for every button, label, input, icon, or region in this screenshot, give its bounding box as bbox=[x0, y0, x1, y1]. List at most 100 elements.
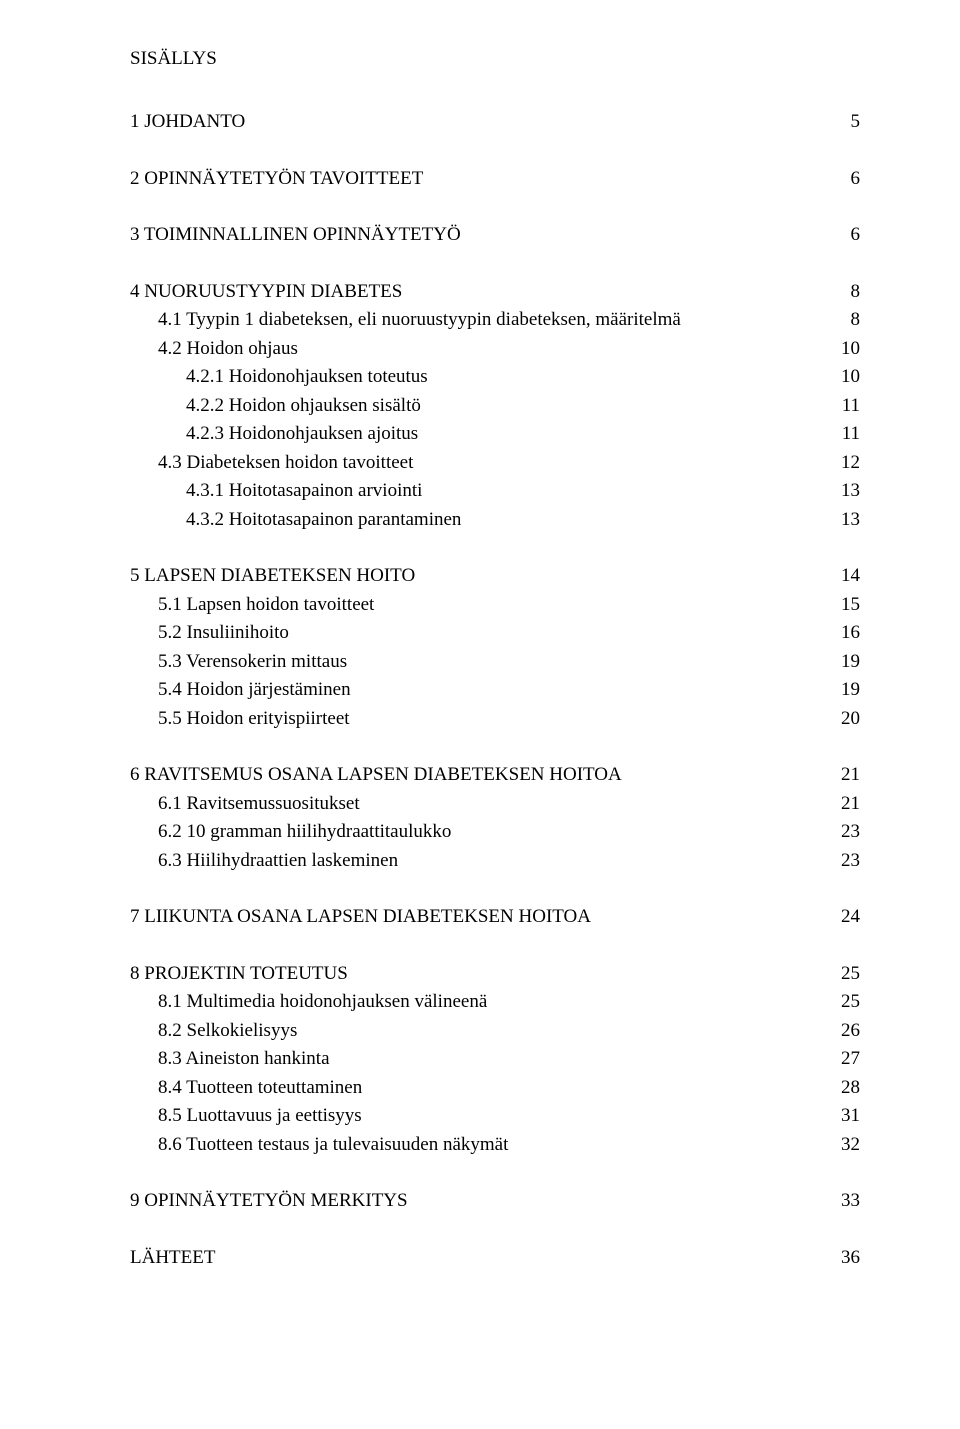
toc-label: 4.2.1 Hoidonohjauksen toteutus bbox=[130, 363, 820, 392]
toc-label: 5.3 Verensokerin mittaus bbox=[130, 648, 820, 677]
toc-label: 6.2 10 gramman hiilihydraattitaulukko bbox=[130, 818, 820, 847]
toc-line: 4.2 Hoidon ohjaus10 bbox=[130, 335, 860, 364]
toc-page-number: 13 bbox=[820, 506, 860, 535]
toc-label: 8.2 Selkokielisyys bbox=[130, 1017, 820, 1046]
toc-label: 6.1 Ravitsemussuositukset bbox=[130, 790, 820, 819]
toc-page-number: 19 bbox=[820, 648, 860, 677]
toc-label: 8.5 Luottavuus ja eettisyys bbox=[130, 1102, 820, 1131]
toc-label: 5 LAPSEN DIABETEKSEN HOITO bbox=[130, 562, 820, 591]
toc-label: 4.3.2 Hoitotasapainon parantaminen bbox=[130, 506, 820, 535]
toc-line: 9 OPINNÄYTETYÖN MERKITYS33 bbox=[130, 1187, 860, 1216]
toc-label: 8.4 Tuotteen toteuttaminen bbox=[130, 1074, 820, 1103]
toc-gap bbox=[130, 733, 860, 761]
toc-page-number: 33 bbox=[820, 1187, 860, 1216]
toc-line: 4 NUORUUSTYYPIN DIABETES8 bbox=[130, 278, 860, 307]
toc-label: LÄHTEET bbox=[130, 1244, 820, 1273]
toc-gap bbox=[130, 1216, 860, 1244]
toc-label: 5.5 Hoidon erityispiirteet bbox=[130, 705, 820, 734]
toc-title: SISÄLLYS bbox=[130, 48, 860, 70]
toc-label: 1 JOHDANTO bbox=[130, 108, 820, 137]
toc-line: 6 RAVITSEMUS OSANA LAPSEN DIABETEKSEN HO… bbox=[130, 761, 860, 790]
toc-gap bbox=[130, 932, 860, 960]
toc-line: 8.3 Aineiston hankinta27 bbox=[130, 1045, 860, 1074]
toc-container: 1 JOHDANTO5 2 OPINNÄYTETYÖN TAVOITTEET6 3 … bbox=[130, 108, 860, 1272]
toc-page-number: 25 bbox=[820, 960, 860, 989]
toc-line: 8.1 Multimedia hoidonohjauksen välineenä… bbox=[130, 988, 860, 1017]
toc-label: 4.2.2 Hoidon ohjauksen sisältö bbox=[130, 392, 820, 421]
toc-page-number: 28 bbox=[820, 1074, 860, 1103]
toc-label: 6.3 Hiilihydraattien laskeminen bbox=[130, 847, 820, 876]
toc-line: 8.5 Luottavuus ja eettisyys31 bbox=[130, 1102, 860, 1131]
toc-page-number: 10 bbox=[820, 363, 860, 392]
toc-page-number: 27 bbox=[820, 1045, 860, 1074]
toc-line: 5 LAPSEN DIABETEKSEN HOITO14 bbox=[130, 562, 860, 591]
toc-page-number: 36 bbox=[820, 1244, 860, 1273]
toc-label: 5.2 Insuliinihoito bbox=[130, 619, 820, 648]
toc-page-number: 16 bbox=[820, 619, 860, 648]
toc-label: 4.1 Tyypin 1 diabeteksen, eli nuoruustyy… bbox=[130, 306, 820, 335]
toc-label: 4.2.3 Hoidonohjauksen ajoitus bbox=[130, 420, 820, 449]
toc-label: 3 TOIMINNALLINEN OPINNÄYTETYÖ bbox=[130, 221, 820, 250]
document-page: SISÄLLYS 1 JOHDANTO5 2 OPINNÄYTETYÖN TAVO… bbox=[0, 0, 960, 1429]
toc-page-number: 23 bbox=[820, 818, 860, 847]
toc-page-number: 25 bbox=[820, 988, 860, 1017]
toc-label: 8.3 Aineiston hankinta bbox=[130, 1045, 820, 1074]
toc-line: 6.1 Ravitsemussuositukset21 bbox=[130, 790, 860, 819]
toc-label: 4.3 Diabeteksen hoidon tavoitteet bbox=[130, 449, 820, 478]
toc-label: 9 OPINNÄYTETYÖN MERKITYS bbox=[130, 1187, 820, 1216]
toc-page-number: 6 bbox=[820, 221, 860, 250]
toc-page-number: 14 bbox=[820, 562, 860, 591]
toc-line: 2 OPINNÄYTETYÖN TAVOITTEET6 bbox=[130, 165, 860, 194]
toc-gap bbox=[130, 875, 860, 903]
toc-line: 4.3.1 Hoitotasapainon arviointi13 bbox=[130, 477, 860, 506]
toc-line: 4.2.1 Hoidonohjauksen toteutus10 bbox=[130, 363, 860, 392]
toc-page-number: 21 bbox=[820, 790, 860, 819]
toc-page-number: 26 bbox=[820, 1017, 860, 1046]
toc-page-number: 13 bbox=[820, 477, 860, 506]
toc-gap bbox=[130, 137, 860, 165]
toc-line: 4.2.3 Hoidonohjauksen ajoitus11 bbox=[130, 420, 860, 449]
toc-label: 5.4 Hoidon järjestäminen bbox=[130, 676, 820, 705]
toc-label: 6 RAVITSEMUS OSANA LAPSEN DIABETEKSEN HO… bbox=[130, 761, 820, 790]
toc-page-number: 11 bbox=[820, 420, 860, 449]
toc-label: 8.6 Tuotteen testaus ja tulevaisuuden nä… bbox=[130, 1131, 820, 1160]
toc-page-number: 23 bbox=[820, 847, 860, 876]
toc-line: 8.4 Tuotteen toteuttaminen28 bbox=[130, 1074, 860, 1103]
toc-label: 4.2 Hoidon ohjaus bbox=[130, 335, 820, 364]
toc-line: 8.2 Selkokielisyys26 bbox=[130, 1017, 860, 1046]
toc-line: 5.3 Verensokerin mittaus19 bbox=[130, 648, 860, 677]
toc-gap bbox=[130, 1159, 860, 1187]
toc-page-number: 24 bbox=[820, 903, 860, 932]
toc-line: 8.6 Tuotteen testaus ja tulevaisuuden nä… bbox=[130, 1131, 860, 1160]
toc-label: 8.1 Multimedia hoidonohjauksen välineenä bbox=[130, 988, 820, 1017]
toc-page-number: 19 bbox=[820, 676, 860, 705]
toc-line: 3 TOIMINNALLINEN OPINNÄYTETYÖ6 bbox=[130, 221, 860, 250]
toc-label: 7 LIIKUNTA OSANA LAPSEN DIABETEKSEN HOIT… bbox=[130, 903, 820, 932]
toc-line: 8 PROJEKTIN TOTEUTUS25 bbox=[130, 960, 860, 989]
toc-label: 8 PROJEKTIN TOTEUTUS bbox=[130, 960, 820, 989]
toc-page-number: 5 bbox=[820, 108, 860, 137]
toc-line: 6.2 10 gramman hiilihydraattitaulukko23 bbox=[130, 818, 860, 847]
toc-line: 4.2.2 Hoidon ohjauksen sisältö11 bbox=[130, 392, 860, 421]
toc-page-number: 31 bbox=[820, 1102, 860, 1131]
toc-page-number: 8 bbox=[820, 278, 860, 307]
toc-page-number: 15 bbox=[820, 591, 860, 620]
toc-line: 5.5 Hoidon erityispiirteet20 bbox=[130, 705, 860, 734]
toc-line: 5.1 Lapsen hoidon tavoitteet15 bbox=[130, 591, 860, 620]
toc-line: 6.3 Hiilihydraattien laskeminen23 bbox=[130, 847, 860, 876]
toc-gap bbox=[130, 193, 860, 221]
toc-page-number: 32 bbox=[820, 1131, 860, 1160]
toc-page-number: 10 bbox=[820, 335, 860, 364]
toc-page-number: 8 bbox=[820, 306, 860, 335]
toc-line: 5.4 Hoidon järjestäminen19 bbox=[130, 676, 860, 705]
toc-page-number: 20 bbox=[820, 705, 860, 734]
toc-gap bbox=[130, 534, 860, 562]
toc-label: 4 NUORUUSTYYPIN DIABETES bbox=[130, 278, 820, 307]
toc-line: 4.1 Tyypin 1 diabeteksen, eli nuoruustyy… bbox=[130, 306, 860, 335]
toc-line: 1 JOHDANTO5 bbox=[130, 108, 860, 137]
toc-line: 5.2 Insuliinihoito16 bbox=[130, 619, 860, 648]
toc-line: LÄHTEET36 bbox=[130, 1244, 860, 1273]
toc-line: 7 LIIKUNTA OSANA LAPSEN DIABETEKSEN HOIT… bbox=[130, 903, 860, 932]
toc-line: 4.3.2 Hoitotasapainon parantaminen13 bbox=[130, 506, 860, 535]
toc-line: 4.3 Diabeteksen hoidon tavoitteet12 bbox=[130, 449, 860, 478]
